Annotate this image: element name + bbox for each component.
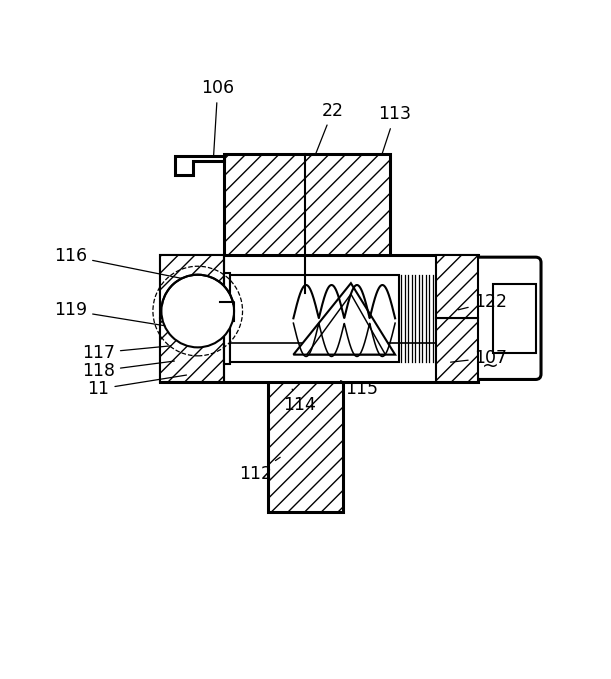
Bar	[493, 284, 536, 353]
Text: 112: 112	[240, 458, 280, 483]
Bar	[224, 273, 230, 364]
Bar	[230, 275, 400, 362]
Text: 116: 116	[54, 247, 181, 278]
Bar	[160, 255, 478, 382]
Polygon shape	[175, 156, 224, 175]
Text: 117: 117	[82, 344, 170, 362]
Bar	[436, 255, 478, 318]
Text: 106: 106	[201, 79, 234, 155]
Text: 22: 22	[316, 102, 344, 154]
Bar	[480, 263, 492, 374]
Text: 11: 11	[87, 375, 186, 398]
Text: 122: 122	[458, 293, 507, 311]
Bar	[224, 153, 390, 293]
Text: ~: ~	[481, 357, 499, 376]
Text: 114: 114	[283, 389, 316, 414]
FancyBboxPatch shape	[474, 257, 541, 380]
Text: 113: 113	[379, 105, 412, 154]
Text: 107: 107	[450, 348, 507, 367]
Bar	[160, 318, 224, 382]
Bar	[436, 318, 478, 382]
Bar	[268, 342, 343, 512]
Bar	[160, 255, 224, 318]
Circle shape	[161, 275, 234, 348]
Text: 118: 118	[82, 361, 174, 380]
Text: 119: 119	[54, 301, 165, 326]
Polygon shape	[293, 283, 395, 354]
Text: 115: 115	[340, 380, 378, 398]
